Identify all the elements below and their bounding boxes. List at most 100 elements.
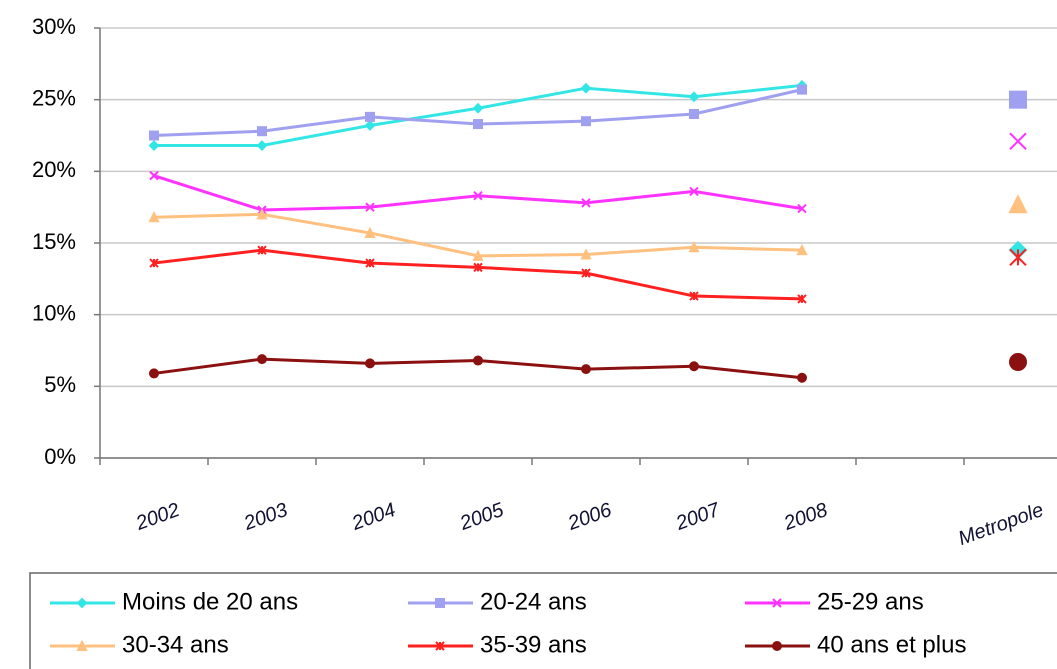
marker xyxy=(581,116,591,127)
marker xyxy=(580,248,592,260)
marker-part xyxy=(365,202,375,212)
y-tick-label: 30% xyxy=(32,14,76,39)
marker-part xyxy=(581,116,591,127)
marker-part xyxy=(148,140,160,151)
marker xyxy=(364,226,376,238)
marker-part xyxy=(435,598,445,608)
marker-part xyxy=(472,249,484,261)
marker-part xyxy=(472,102,484,114)
marker xyxy=(257,126,267,137)
marker-part xyxy=(580,82,592,94)
marker-part xyxy=(772,598,782,608)
marker xyxy=(580,82,592,94)
marker-part xyxy=(364,226,376,238)
marker xyxy=(365,358,375,369)
marker xyxy=(688,241,700,253)
marker-part xyxy=(473,119,483,130)
marker xyxy=(1009,132,1027,150)
x-tick-label: 2005 xyxy=(456,499,507,536)
y-tick-label: 5% xyxy=(44,372,76,397)
marker xyxy=(472,249,484,261)
marker-part xyxy=(580,248,592,260)
marker xyxy=(689,186,699,197)
marker xyxy=(797,372,807,383)
marker xyxy=(796,243,808,256)
marker xyxy=(772,598,782,608)
series-line xyxy=(153,174,803,212)
marker xyxy=(797,203,807,214)
marker xyxy=(1009,352,1027,371)
marker xyxy=(435,641,445,651)
marker-part xyxy=(149,130,159,141)
marker-part xyxy=(365,358,375,369)
marker xyxy=(473,190,483,201)
marker-part xyxy=(148,210,160,223)
marker xyxy=(149,170,159,181)
marker-part xyxy=(76,639,88,651)
marker xyxy=(689,109,699,119)
marker xyxy=(365,202,375,212)
legend-label: 35-39 ans xyxy=(480,631,587,658)
legend-label: Moins de 20 ans xyxy=(122,588,298,615)
marker-part xyxy=(257,354,267,365)
y-tick-label: 10% xyxy=(32,300,76,325)
marker xyxy=(473,355,483,366)
marker xyxy=(76,639,88,651)
marker xyxy=(365,111,375,122)
marker xyxy=(797,84,807,95)
legend-label: 20-24 ans xyxy=(480,588,587,615)
x-tick-label: Metropole xyxy=(955,499,1046,550)
x-tick-label: 2002 xyxy=(132,499,182,535)
marker xyxy=(581,198,591,208)
marker xyxy=(76,597,88,609)
series-line xyxy=(154,83,803,148)
legend-box xyxy=(29,572,1057,669)
legend-label: 40 ans et plus xyxy=(817,631,966,658)
legend-label: 30-34 ans xyxy=(122,631,229,658)
marker-part xyxy=(76,597,88,609)
marker xyxy=(149,130,159,141)
x-tick-label: 2004 xyxy=(348,499,398,535)
marker xyxy=(365,258,375,268)
marker-part xyxy=(256,208,268,220)
marker xyxy=(688,91,700,103)
marker xyxy=(256,140,268,151)
marker-part xyxy=(796,243,808,256)
marker-part xyxy=(1009,352,1027,371)
marker-part xyxy=(149,368,159,379)
marker xyxy=(149,258,159,268)
marker-part xyxy=(581,198,591,208)
marker xyxy=(473,262,483,273)
marker xyxy=(435,598,445,608)
y-tick-label: 20% xyxy=(32,157,76,182)
marker-part xyxy=(364,120,376,131)
marker xyxy=(364,120,376,131)
x-tick-label: 2003 xyxy=(240,499,290,535)
marker xyxy=(257,245,267,255)
marker-part xyxy=(1008,194,1028,214)
marker-part xyxy=(149,170,159,181)
marker xyxy=(472,102,484,114)
marker-part xyxy=(473,355,483,366)
y-tick-label: 15% xyxy=(32,229,76,254)
legend-label: 25-29 ans xyxy=(817,588,924,615)
marker xyxy=(581,268,591,278)
marker-part xyxy=(772,641,782,651)
marker xyxy=(772,641,782,651)
y-tick-label: 25% xyxy=(32,85,76,110)
marker xyxy=(1008,194,1028,214)
marker xyxy=(689,361,699,372)
marker-part xyxy=(256,140,268,151)
marker xyxy=(148,140,160,151)
marker xyxy=(256,208,268,220)
marker xyxy=(1009,90,1027,109)
marker-part xyxy=(257,126,267,137)
marker xyxy=(473,119,483,130)
marker-part xyxy=(688,241,700,253)
marker xyxy=(257,354,267,365)
marker-part xyxy=(689,109,699,119)
x-tick-label: 2007 xyxy=(672,499,723,536)
marker-part xyxy=(689,186,699,197)
marker xyxy=(581,364,591,375)
